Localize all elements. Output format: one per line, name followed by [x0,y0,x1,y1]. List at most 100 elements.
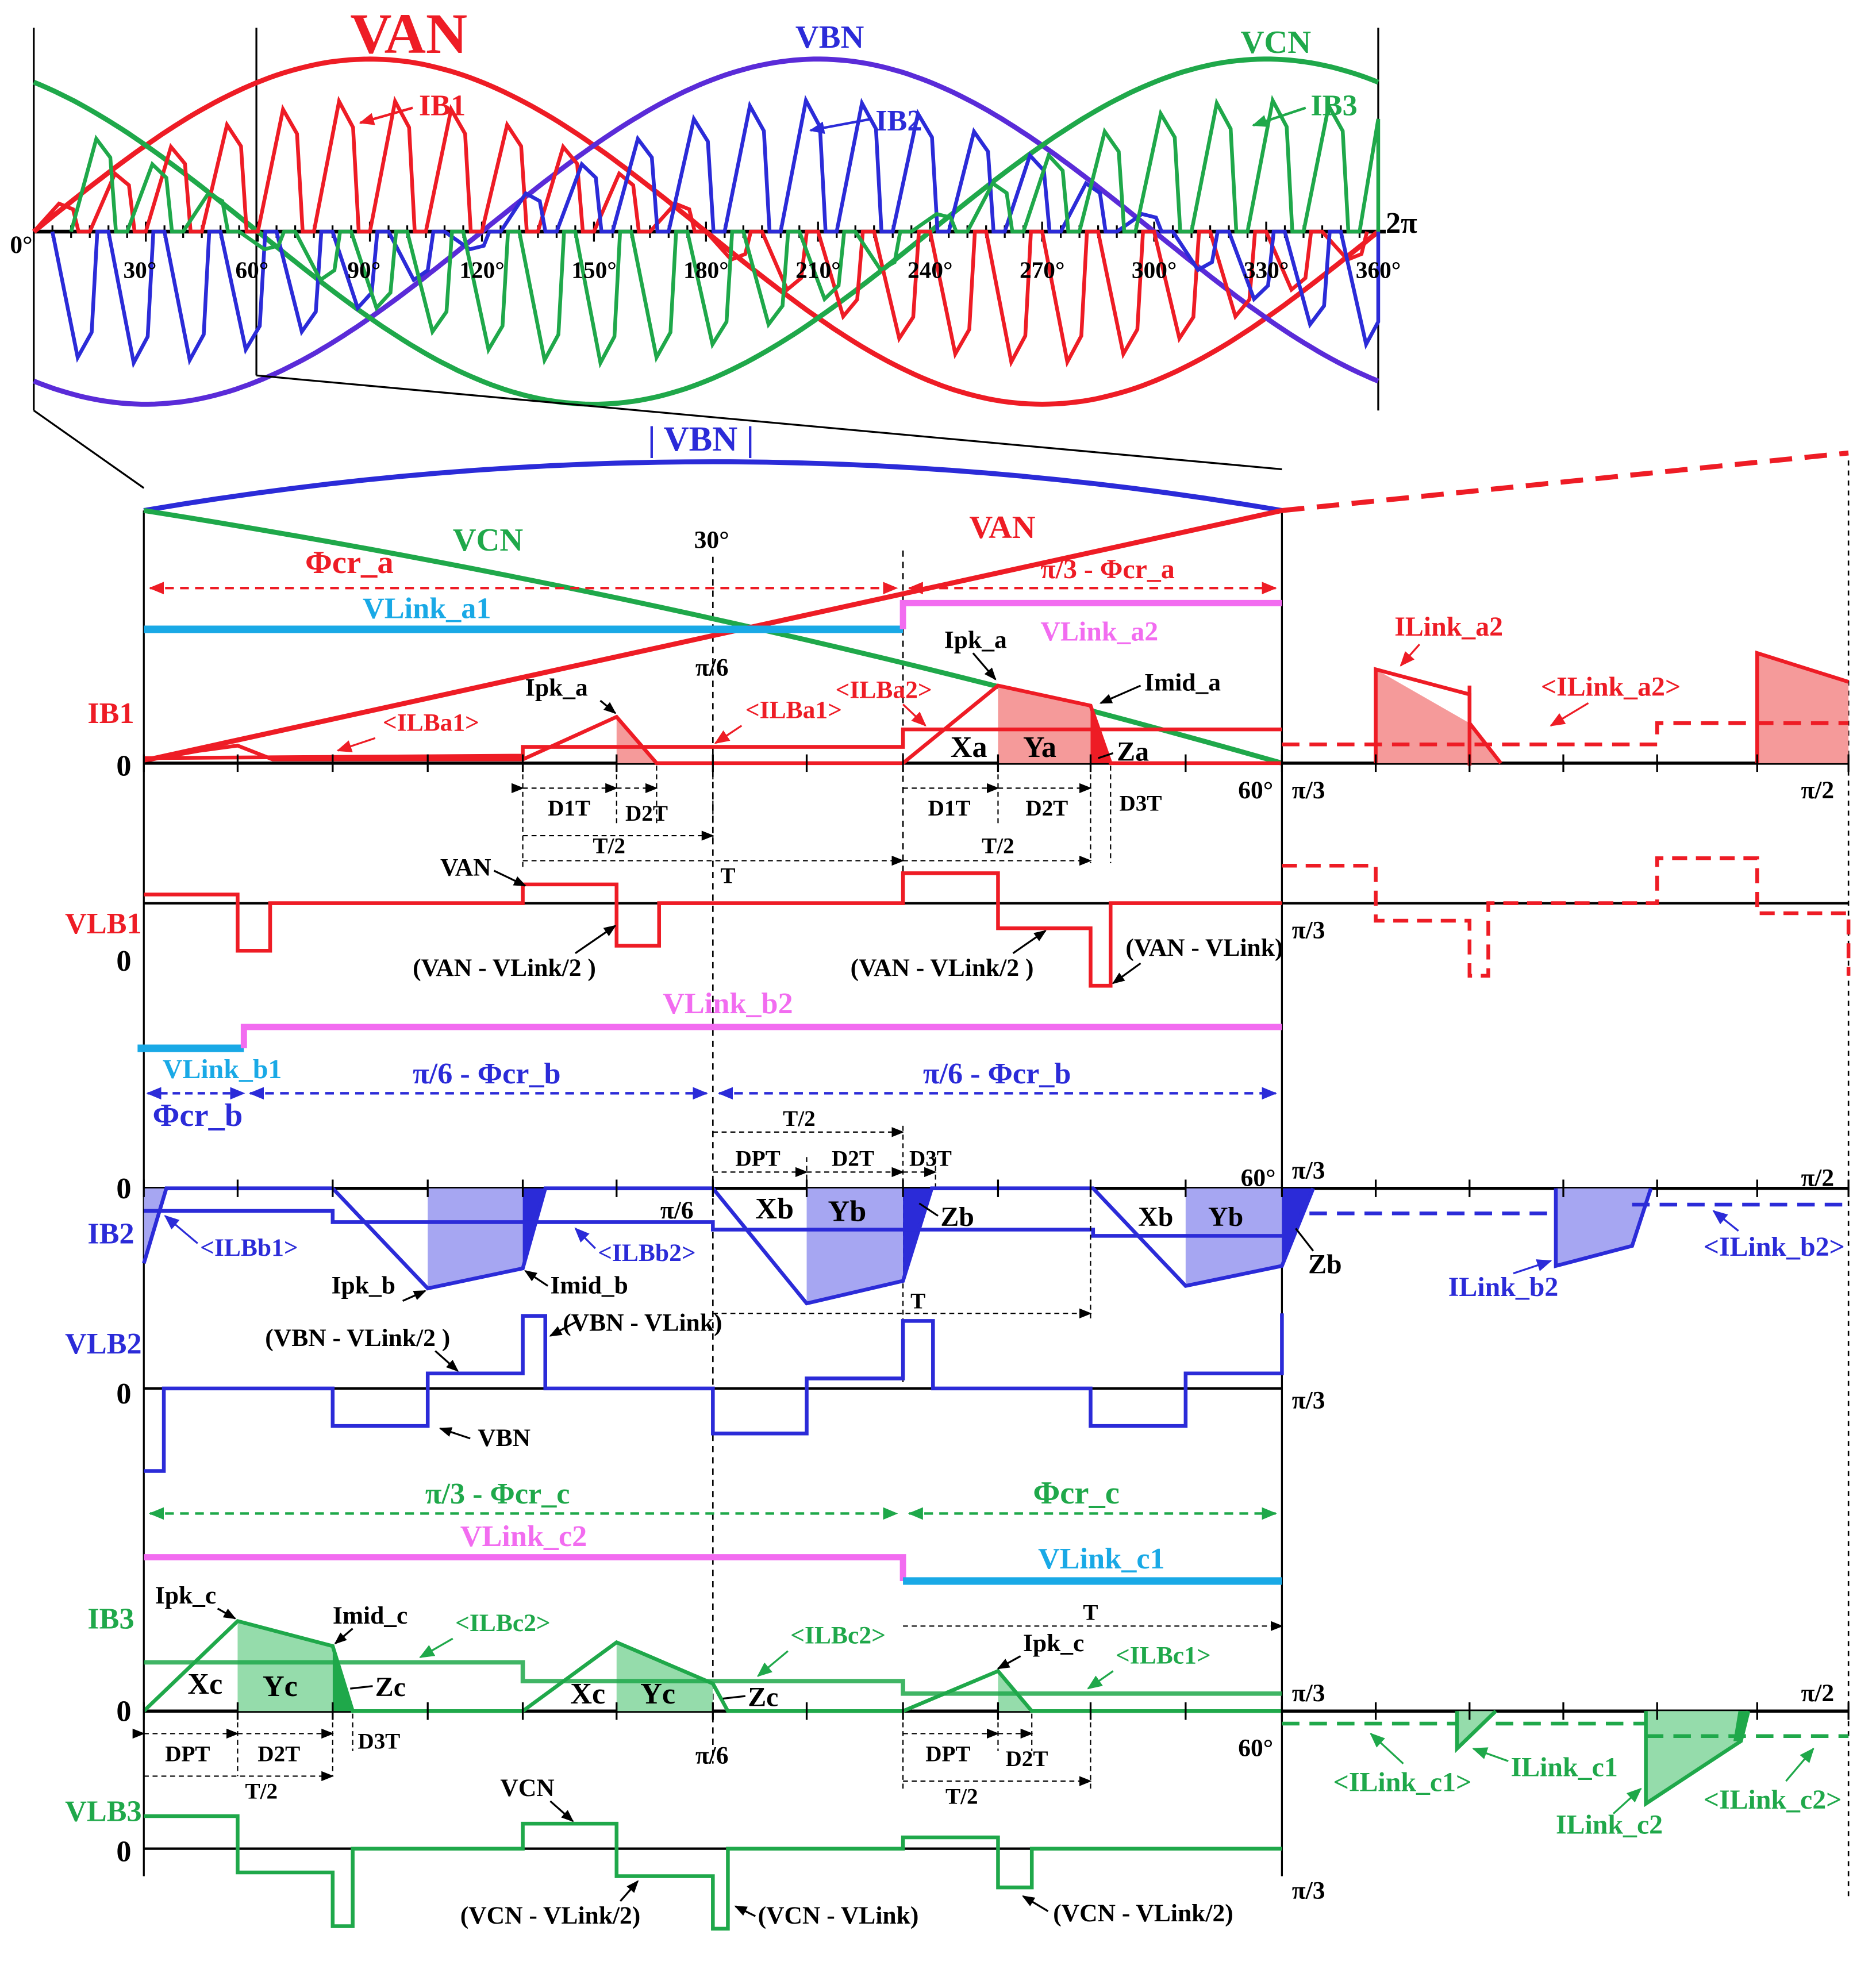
ya-label: Ya [1023,730,1056,764]
zero-vlb1: 0 [116,944,131,978]
ib1-axis-label: IB1 [87,697,134,730]
vcn-full-label: (VCN - VLink) [758,1902,919,1929]
ilink-a2-label: ILink_a2 [1394,612,1503,642]
vcn-label-c: VCN [500,1774,554,1802]
top-tick-labels: 30° 60° 90° 120° 150° 180° 210° 240° 270° 300° 330… [124,257,1401,283]
avg-ilink-c1-label: <ILink_c1> [1333,1767,1472,1798]
ilink-a2-avg-dashed [1282,721,1849,747]
deg60-a: 60° [1238,776,1273,804]
ib3-axis-label: IB3 [87,1602,134,1636]
top-tick-label: 360° [1356,257,1401,283]
vlink-b2-label: VLink_b2 [663,987,793,1020]
ipk-a-label-1: Ipk_a [525,674,588,701]
avg-ilink-a2-label: <ILink_a2> [1541,671,1681,702]
pi3-vlb3: π/3 [1292,1877,1325,1905]
top-tick-label: 150° [571,257,617,283]
xb-label-2: Xb [1138,1202,1173,1232]
pi2-a: π/2 [1801,776,1834,804]
phi-cr-c-label: Φcr_c [1033,1475,1120,1511]
van-full-label: (VAN - VLink) [1125,934,1283,962]
top-tick-label: 120° [459,257,505,283]
pi3-vlb2: π/3 [1292,1387,1325,1414]
d2t-a2: D2T [1025,796,1068,821]
vcn-half-label-1: (VCN - VLink/2) [460,1902,641,1929]
top-tick-label: 90° [347,257,380,283]
t2-c2: T/2 [945,1784,978,1809]
ipk-c-label-2: Ipk_c [1023,1629,1084,1657]
pi6-phi-b-label-1: π/6 - Φcr_b [413,1057,561,1090]
top-panel: VAN VBN VCN IB1 IB2 IB3 0° 2π 30° 60° 90° 1… [10,2,1417,489]
dpt-c1: DPT [165,1741,210,1766]
t-b: T [910,1289,925,1314]
ilbc1-label: <ILBc1> [1116,1642,1211,1670]
ilink-b2-avg-dashed [1282,1202,1849,1216]
vcn-label-a: VCN [453,522,524,558]
pi3-phi-a-label: π/3 - Φcr_a [1040,554,1174,584]
d1t-a2: D1T [928,796,971,821]
top-ib1-label: IB1 [419,89,466,122]
phi-cr-a-label: Φcr_a [305,545,394,580]
d2t-a1: D2T [625,801,668,826]
yb-label-2: Yb [1208,1202,1243,1232]
deg60-b: 60° [1241,1164,1276,1191]
ib2-avg-level [144,1209,1282,1238]
avg-ilink-c2-label: <ILink_c2> [1704,1785,1842,1815]
pi6-c: π/6 [695,1742,729,1770]
ilba1-label-1: <ILBa1> [383,709,479,736]
abs-vbn-label: | VBN | [648,420,754,459]
yc-label-2: Yc [640,1677,675,1710]
pi3-a1: π/3 [1292,776,1325,804]
zero-label-a: 0 [116,749,131,783]
top-vbn-label: VBN [795,20,864,55]
avg-ilink-b2-label: <ILink_b2> [1704,1232,1845,1262]
vbn-full-label: (VBN - VLink) [563,1309,722,1337]
zb-label-2: Zb [1308,1249,1342,1280]
top-zero-deg: 0° [10,231,32,259]
t2-a1: T/2 [593,834,625,859]
dpt-c2: DPT [925,1741,970,1766]
pi2-c: π/2 [1801,1679,1834,1707]
zero-ib2: 0 [116,1172,131,1205]
top-van-label: VAN [350,2,467,66]
pi6-label-a: π/6 [695,654,729,682]
vlink-c2-label: VLink_c2 [460,1520,587,1553]
d2t-c2: D2T [1006,1747,1048,1771]
phase-a-panel: | VBN | VCN VAN 30° Φcr_a π/3 - Φcr_a VL… [65,420,1851,1902]
van-arrow-label: VAN [440,854,491,882]
ib2-waveform [142,1186,1315,1306]
top-tick-label: 60° [235,257,268,283]
xb-label-1: Xb [755,1192,794,1225]
van-rise [143,508,1283,763]
phase-c-panel: π/3 - Φcr_c Φcr_c VLink_c2 VLink_c1 T IB… [65,1475,1850,1931]
phi-cr-b-label: Φcr_b [152,1098,243,1133]
top-tick-label: 180° [683,257,729,283]
pi2-b: π/2 [1801,1164,1834,1191]
vlink-c2-line [144,1554,906,1581]
vcn-decline [143,507,1283,766]
ib2-y-fill-1 [428,1188,523,1289]
pi3-b1: π/3 [1292,1156,1325,1184]
dpt-b: DPT [735,1147,780,1171]
ilink-b2-wave [1554,1187,1653,1268]
van-extension-dashed [1281,450,1849,513]
van-half-label-2: (VAN - VLink/2 ) [851,954,1034,982]
ib2-pulses [50,95,1381,368]
deg60-c: 60° [1238,1735,1273,1762]
top-tick-label: 240° [908,257,953,283]
vbn-label-b: VBN [478,1424,530,1452]
ipk-a-label-2: Ipk_a [944,626,1007,654]
ipk-c-label-1: Ipk_c [155,1582,216,1609]
d2t-b: D2T [832,1147,874,1171]
zc-label-1: Zc [375,1672,406,1702]
t-c-top: T [1083,1600,1098,1625]
za-label: Za [1117,736,1149,767]
ib2-y-fill-2 [806,1188,904,1303]
ib3-avg-level [144,1660,1282,1696]
xa-label: Xa [951,730,987,764]
zb-label-1: Zb [940,1202,974,1232]
d1t-a1: D1T [548,796,590,821]
vbn-half-label: (VBN - VLink/2 ) [265,1324,450,1352]
ilbc2-label-2: <ILBc2> [790,1622,886,1649]
t2-a2: T/2 [982,834,1014,859]
ib1-waveform [143,683,1282,766]
